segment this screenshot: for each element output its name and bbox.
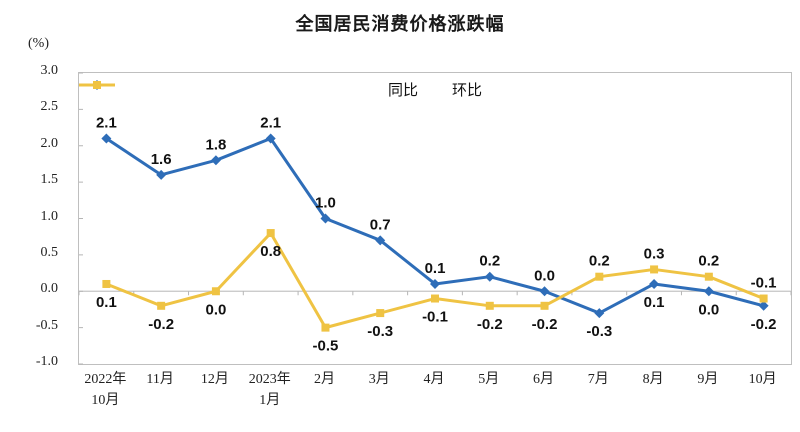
series-1-marker — [759, 294, 768, 303]
series-0-marker — [539, 286, 550, 297]
x-axis-tick-labels: 2022年 10月 11月 12月 2023年 1月 2月 3月 4月 5月 6月 7月 8月 9月 1… — [78, 369, 790, 419]
data-label: 0.2 — [589, 253, 610, 270]
y-axis-label: -0.5 — [35, 317, 58, 333]
data-label: -0.2 — [477, 316, 503, 333]
data-label: -0.1 — [422, 309, 448, 326]
data-label: 0.2 — [479, 253, 500, 270]
data-label: -0.2 — [532, 316, 558, 333]
legend-label-1: 环比 — [452, 82, 483, 99]
data-label: -0.1 — [751, 275, 777, 292]
data-label: 0.0 — [698, 301, 719, 318]
series-0-marker — [649, 278, 660, 289]
data-label: 2.1 — [260, 114, 281, 131]
chart-canvas: 2.1 1.6 1.8 2.1 1.0 0.7 0.1 0.2 0.0 -0.3 0.1 0.0 -0.… — [78, 72, 792, 365]
y-axis-label: -1.0 — [35, 354, 58, 369]
x-axis-label: 2023年 1月 — [248, 372, 291, 408]
legend-item-0: 同比 — [79, 79, 418, 100]
data-label: 1.6 — [151, 151, 172, 168]
data-label: -0.2 — [148, 316, 174, 333]
data-label: 0.1 — [96, 294, 117, 311]
x-axis-label: 10月 — [748, 372, 777, 387]
x-axis-label: 2月 — [313, 372, 335, 387]
series-0-marker — [703, 286, 714, 297]
data-label: 1.0 — [315, 195, 336, 212]
y-axis-label: 3.0 — [40, 63, 59, 78]
y-axis-label: 0.0 — [40, 281, 59, 297]
data-label: 0.0 — [205, 301, 226, 318]
data-label: 0.0 — [534, 267, 555, 284]
series-0-marker — [758, 300, 769, 311]
series-1-marker — [704, 272, 713, 281]
data-label: 2.1 — [96, 114, 117, 131]
data-label: 0.1 — [425, 260, 446, 277]
plot-area: 2.1 1.6 1.8 2.1 1.0 0.7 0.1 0.2 0.0 -0.3 0.1 0.0 -0.… — [78, 72, 792, 365]
y-axis-label: 1.0 — [40, 208, 59, 224]
data-label: 0.3 — [644, 245, 665, 262]
series-0-marker — [210, 155, 221, 166]
x-axis-label: 7月 — [587, 372, 609, 387]
data-label: -0.3 — [367, 323, 393, 340]
legend-item-1: 环比 — [79, 79, 483, 100]
y-axis-label: 1.5 — [40, 172, 59, 188]
series-0-marker — [484, 271, 495, 282]
y-axis-tick-labels: 3.0 2.5 2.0 1.5 1.0 0.5 0.0 -0.5 -1.0 — [14, 63, 59, 369]
data-label: -0.2 — [751, 316, 777, 333]
series-0-marker — [156, 169, 167, 180]
legend-marker-square-icon — [79, 81, 115, 89]
data-label: 1.8 — [205, 136, 226, 153]
data-label: 0.7 — [370, 216, 391, 233]
y-axis-label: 2.5 — [40, 99, 59, 115]
data-label: -0.3 — [586, 323, 612, 340]
series-1-marker — [595, 272, 604, 281]
series-1-marker — [376, 309, 385, 318]
data-label: -0.5 — [313, 338, 339, 355]
series-1-marker — [321, 323, 330, 332]
x-axis-label: 12月 — [200, 372, 229, 387]
series-1-marker — [102, 279, 111, 288]
series-0-marker — [265, 133, 276, 144]
series-0-marker — [320, 213, 331, 224]
x-axis-label: 4月 — [423, 372, 445, 387]
series-0-marker — [101, 133, 112, 144]
series-0-marker — [430, 278, 440, 289]
y-axis-label: 0.5 — [40, 244, 59, 260]
data-label: 0.1 — [644, 294, 665, 311]
x-axis-label: 2022年 10月 — [84, 372, 127, 408]
series-1-marker — [540, 301, 549, 310]
x-axis-label: 3月 — [368, 372, 390, 387]
x-axis-label: 5月 — [478, 372, 500, 387]
legend-label-0: 同比 — [387, 82, 418, 99]
y-axis-label: 2.0 — [40, 135, 59, 151]
x-axis-label: 8月 — [642, 372, 664, 387]
series-1-marker — [431, 294, 439, 303]
chart-title: 全国居民消费价格涨跌幅 — [295, 14, 505, 34]
x-axis-label: 11月 — [146, 372, 174, 387]
series-0-marker — [375, 235, 386, 246]
series-0-marker — [594, 308, 605, 319]
series-1-marker — [266, 229, 275, 238]
chart-legend: 同比 环比 — [79, 79, 791, 100]
series-1-marker — [211, 287, 220, 296]
x-axis-label: 9月 — [697, 372, 719, 387]
data-label: 0.2 — [698, 253, 719, 270]
series-1-marker — [157, 301, 166, 310]
data-label: 0.8 — [260, 243, 281, 260]
y-axis-unit-label: (%) — [28, 36, 49, 51]
series-1-marker — [485, 301, 494, 310]
series-1-marker — [650, 265, 659, 274]
x-axis-label: 6月 — [533, 372, 555, 387]
